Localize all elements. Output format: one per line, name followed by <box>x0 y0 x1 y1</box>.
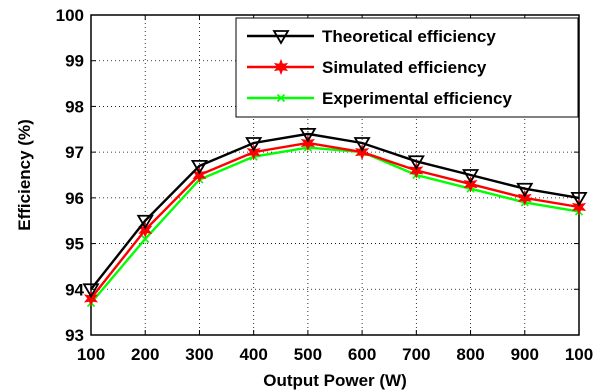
x-tick-label: 100 <box>77 345 105 364</box>
legend-marker-simulated <box>273 58 289 76</box>
y-tick-label: 95 <box>65 235 84 254</box>
theoretical-series <box>82 127 588 299</box>
legend-label-experimental: Experimental efficiency <box>322 89 512 108</box>
y-tick-label: 93 <box>65 326 84 345</box>
theoretical-point <box>407 155 425 171</box>
legend-label-simulated: Simulated efficiency <box>322 58 487 77</box>
y-tick-label: 94 <box>65 280 84 299</box>
experimental-point <box>141 234 150 244</box>
theoretical-point <box>245 137 263 152</box>
legend-marker-experimental <box>276 93 286 103</box>
simulated-point <box>300 134 315 152</box>
simulated-point <box>83 290 99 307</box>
simulated-point <box>463 175 478 193</box>
legend-item-experimental: Experimental efficiency <box>247 89 512 108</box>
simulated-series <box>83 134 587 307</box>
theoretical-point <box>190 159 209 175</box>
x-tick-label: 800 <box>456 345 484 364</box>
theoretical-point <box>353 137 371 152</box>
x-tick-label: 500 <box>294 345 322 364</box>
axis-ticks: 100 200 300 400 500 600 700 800 900 1009394959697… <box>56 6 594 364</box>
y-axis-title: Efficiency (%) <box>15 119 34 230</box>
y-tick-label: 97 <box>65 143 84 162</box>
plot-frame <box>90 14 580 336</box>
legend-item-simulated: Simulated efficiency <box>247 58 487 77</box>
theoretical-line <box>90 132 580 291</box>
experimental-line <box>90 146 580 304</box>
x-tick-label: 700 <box>402 345 430 364</box>
x-tick-label: 400 <box>239 345 267 364</box>
x-tick-label: 100 <box>565 345 593 364</box>
experimental-series <box>86 143 584 308</box>
theoretical-point <box>82 283 100 299</box>
theoretical-point <box>461 169 480 184</box>
simulated-point <box>354 143 370 161</box>
legend-marker-theoretical <box>272 30 290 45</box>
series-layer <box>82 127 588 308</box>
legend-label-theoretical: Theoretical efficiency <box>322 27 496 46</box>
x-tick-label: 300 <box>185 345 213 364</box>
y-tick-label: 100 <box>56 6 84 25</box>
y-tick-label: 98 <box>65 97 84 116</box>
legend: Theoretical efficiency Simulated efficien… <box>235 17 579 118</box>
simulated-point <box>409 162 424 179</box>
theoretical-point <box>136 214 154 230</box>
x-tick-label: 900 <box>511 345 539 364</box>
simulated-point <box>517 189 532 207</box>
x-tick-label: 600 <box>348 345 376 364</box>
x-tick-label: 200 <box>131 345 159 364</box>
y-tick-label: 99 <box>65 52 84 71</box>
simulated-point <box>571 198 587 216</box>
legend-item-theoretical: Theoretical efficiency <box>247 27 496 46</box>
simulated-point <box>246 143 261 161</box>
theoretical-point <box>299 127 317 143</box>
x-axis-title: Output Power (W) <box>263 371 407 390</box>
y-tick-label: 96 <box>65 189 84 208</box>
simulated-line <box>90 141 580 300</box>
theoretical-point <box>570 191 588 207</box>
theoretical-point <box>516 182 534 198</box>
